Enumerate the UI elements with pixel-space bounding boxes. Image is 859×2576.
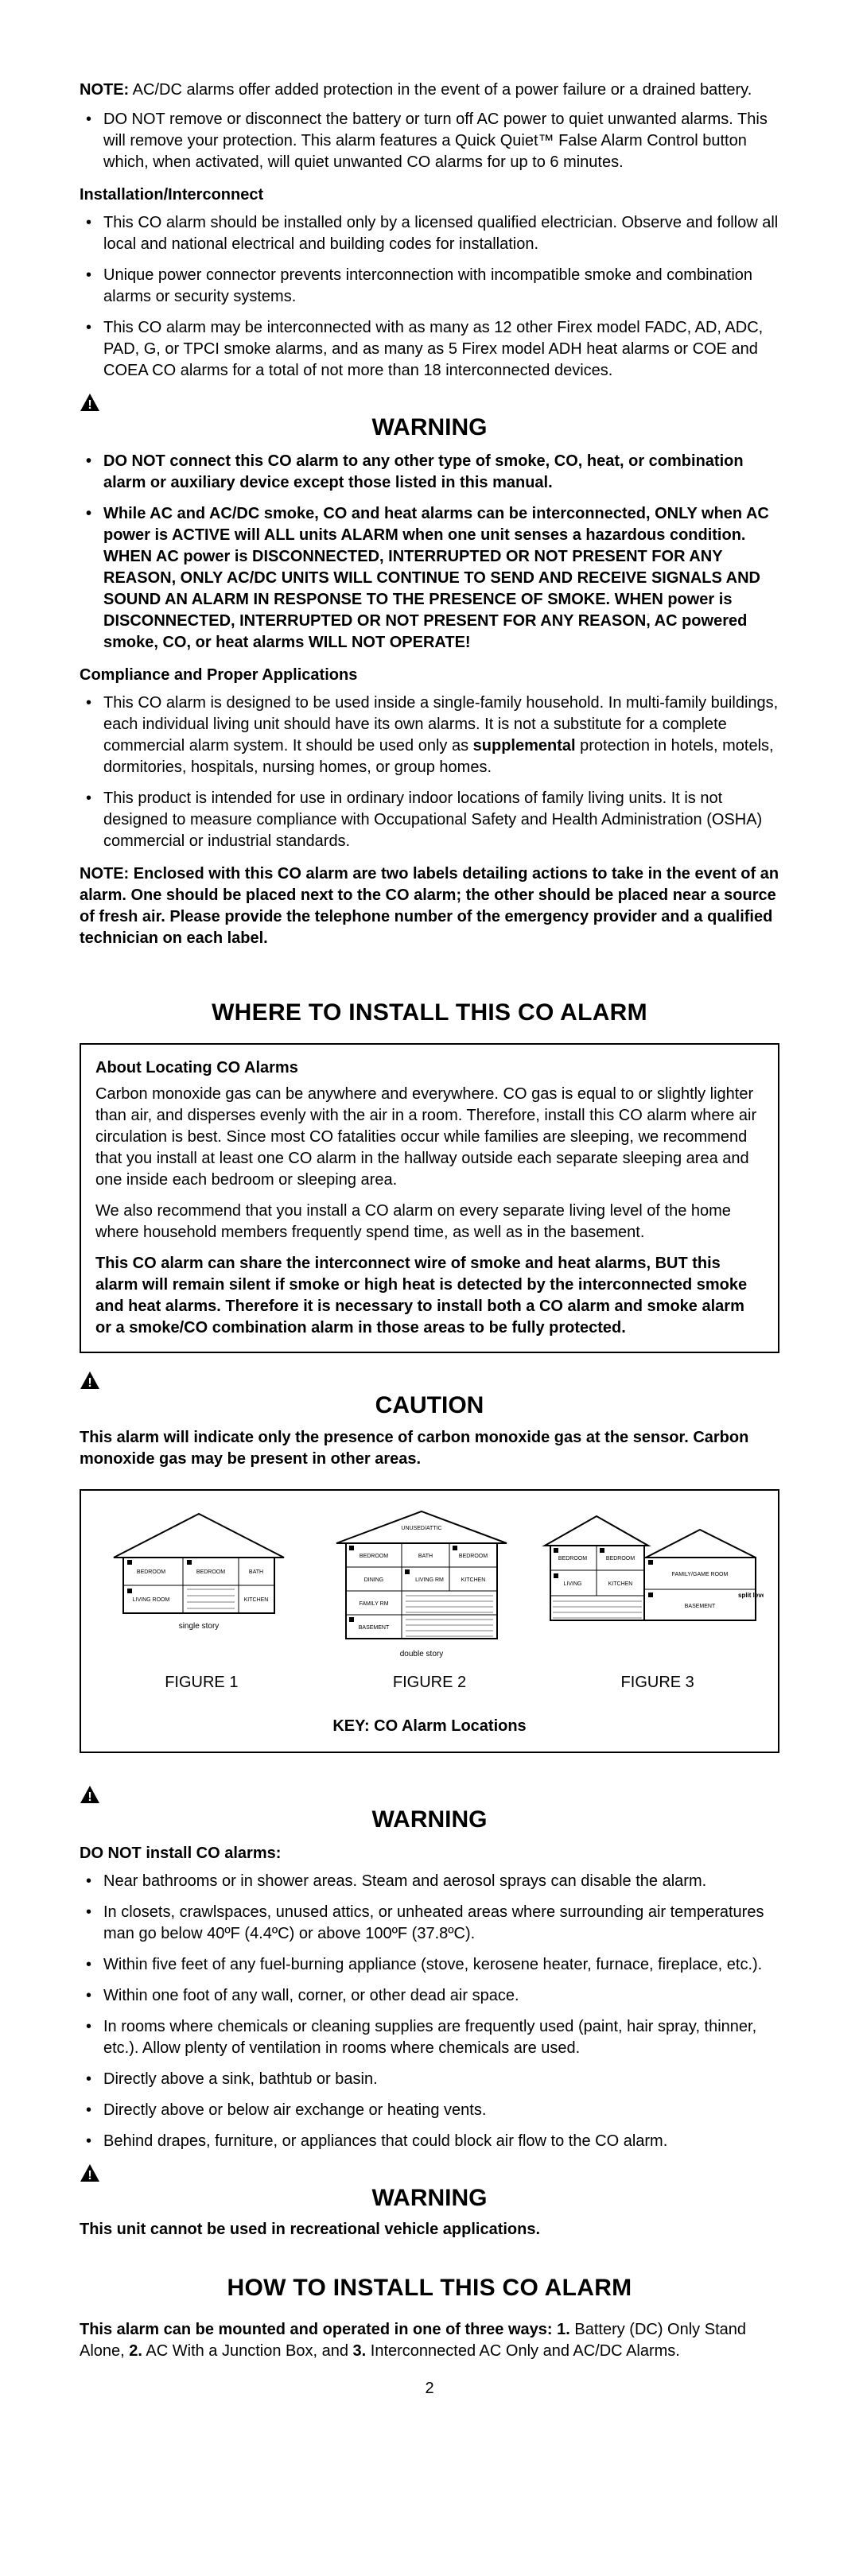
figure-2-caption: FIGURE 2 xyxy=(324,1672,536,1693)
house-diagram-icon: BEDROOM BEDROOM LIVING KITCHEN FAMILY/GA… xyxy=(541,1510,764,1629)
box-p1: Carbon monoxide gas can be anywhere and … xyxy=(95,1084,764,1191)
svg-text:BEDROOM: BEDROOM xyxy=(558,1556,587,1562)
note-acdc: NOTE: AC/DC alarms offer added protectio… xyxy=(80,80,779,101)
warning-triangle-icon: ! xyxy=(80,1785,100,1804)
figure-3-caption: FIGURE 3 xyxy=(551,1672,764,1693)
warning-triangle-icon: ! xyxy=(80,393,100,412)
list-item: Near bathrooms or in shower areas. Steam… xyxy=(103,1871,779,1892)
warning-label: WARNING xyxy=(372,1806,488,1833)
figure-box: BEDROOM BEDROOM BATH LIVING ROOM KITCHEN… xyxy=(80,1489,779,1754)
list-item: This CO alarm should be installed only b… xyxy=(103,212,779,255)
txt: AC With a Junction Box, and xyxy=(142,2342,353,2360)
svg-text:LIVING ROOM: LIVING ROOM xyxy=(133,1597,170,1603)
svg-text:LIVING: LIVING xyxy=(564,1581,582,1587)
list-item: DO NOT connect this CO alarm to any othe… xyxy=(91,451,779,494)
svg-text:!: ! xyxy=(87,1790,91,1804)
page-number: 2 xyxy=(80,2378,779,2399)
list-item: In rooms where chemicals or cleaning sup… xyxy=(103,2016,779,2059)
svg-text:!: ! xyxy=(87,1376,91,1390)
svg-text:BEDROOM: BEDROOM xyxy=(137,1569,165,1575)
donot-intro: DO NOT install CO alarms: xyxy=(80,1843,779,1864)
svg-text:KITCHEN: KITCHEN xyxy=(244,1597,269,1603)
house-diagram-icon: UNUSED/ATTIC BEDROOM BATH BEDROOM DINING… xyxy=(330,1510,513,1649)
list-item: This CO alarm may be interconnected with… xyxy=(103,317,779,382)
list-item: In closets, crawlspaces, unused attics, … xyxy=(103,1902,779,1945)
warning-label: WARNING xyxy=(372,414,488,440)
list-item: This product is intended for use in ordi… xyxy=(103,788,779,852)
svg-text:UNUSED/ATTIC: UNUSED/ATTIC xyxy=(401,1526,441,1531)
top-bullet-list: DO NOT remove or disconnect the battery … xyxy=(80,109,779,173)
svg-text:FAMILY/GAME ROOM: FAMILY/GAME ROOM xyxy=(672,1572,729,1577)
figure-2-sublabel: double story xyxy=(400,1649,443,1660)
figure-2: UNUSED/ATTIC BEDROOM BATH BEDROOM DINING… xyxy=(318,1510,525,1660)
how-intro: This alarm can be mounted and operated i… xyxy=(80,2319,779,2362)
warning-label: WARNING xyxy=(372,2185,488,2211)
list-item: Behind drapes, furniture, or appliances … xyxy=(103,2131,779,2152)
rv-warning-text: This unit cannot be used in recreational… xyxy=(80,2219,779,2240)
svg-text:LIVING RM: LIVING RM xyxy=(415,1577,444,1583)
box-subhead: About Locating CO Alarms xyxy=(95,1057,764,1079)
svg-text:BEDROOM: BEDROOM xyxy=(360,1554,388,1559)
list-item: Directly above a sink, bathtub or basin. xyxy=(103,2069,779,2090)
svg-text:!: ! xyxy=(87,2169,91,2182)
list-item: DO NOT remove or disconnect the battery … xyxy=(103,109,779,173)
caution-text: This alarm will indicate only the presen… xyxy=(80,1427,779,1470)
warning-triangle-icon: ! xyxy=(80,1371,100,1390)
warning-heading-rv: ! WARNING xyxy=(80,2163,779,2215)
svg-text:BEDROOM: BEDROOM xyxy=(459,1554,488,1559)
how-title: HOW TO INSTALL THIS CO ALARM xyxy=(80,2272,779,2305)
figure-1-caption: FIGURE 1 xyxy=(95,1672,308,1693)
svg-text:FAMILY RM: FAMILY RM xyxy=(359,1601,388,1607)
donot-bullets: Near bathrooms or in shower areas. Steam… xyxy=(80,1871,779,2152)
compliance-bullets: This CO alarm is designed to be used ins… xyxy=(80,692,779,852)
list-item: Unique power connector prevents intercon… xyxy=(103,265,779,308)
svg-text:BASEMENT: BASEMENT xyxy=(359,1625,390,1631)
text-bold: supplemental xyxy=(473,737,576,755)
svg-text:BEDROOM: BEDROOM xyxy=(606,1556,635,1562)
num: 2. xyxy=(129,2342,142,2360)
svg-text:BEDROOM: BEDROOM xyxy=(196,1569,225,1575)
box-p2: We also recommend that you install a CO … xyxy=(95,1201,764,1243)
note-lead: NOTE: xyxy=(80,81,129,99)
txt: Interconnected AC Only and AC/DC Alarms. xyxy=(366,2342,680,2360)
svg-text:BATH: BATH xyxy=(418,1554,433,1559)
how-intro-lead: This alarm can be mounted and operated i… xyxy=(80,2321,557,2338)
box-p3: This CO alarm can share the interconnect… xyxy=(95,1253,764,1339)
list-item: While AC and AC/DC smoke, CO and heat al… xyxy=(91,503,779,654)
svg-text:BASEMENT: BASEMENT xyxy=(685,1604,716,1609)
figure-1: BEDROOM BEDROOM BATH LIVING ROOM KITCHEN… xyxy=(95,1510,302,1660)
figure-key: KEY: CO Alarm Locations xyxy=(332,1716,526,1737)
list-item: This CO alarm is designed to be used ins… xyxy=(103,692,779,778)
svg-text:split level: split level xyxy=(738,1592,764,1599)
list-item: Within one foot of any wall, corner, or … xyxy=(103,1985,779,2007)
where-title: WHERE TO INSTALL THIS CO ALARM xyxy=(80,997,779,1030)
warning-heading-donot: ! WARNING xyxy=(80,1785,779,1837)
svg-text:BATH: BATH xyxy=(249,1569,263,1575)
svg-text:KITCHEN: KITCHEN xyxy=(461,1577,486,1583)
install-bullets: This CO alarm should be installed only b… xyxy=(80,212,779,382)
svg-text:KITCHEN: KITCHEN xyxy=(608,1581,633,1587)
compliance-subhead: Compliance and Proper Applications xyxy=(80,665,779,686)
note-text: AC/DC alarms offer added protection in t… xyxy=(129,81,752,99)
figure-caption-row: FIGURE 1 FIGURE 2 FIGURE 3 xyxy=(95,1672,764,1693)
figure-3: BEDROOM BEDROOM LIVING KITCHEN FAMILY/GA… xyxy=(541,1510,764,1660)
caution-label: CAUTION xyxy=(375,1392,484,1418)
svg-text:!: ! xyxy=(87,398,91,412)
house-diagram-icon: BEDROOM BEDROOM BATH LIVING ROOM KITCHEN xyxy=(107,1510,290,1621)
locating-box: About Locating CO Alarms Carbon monoxide… xyxy=(80,1043,779,1353)
svg-text:DINING: DINING xyxy=(364,1577,384,1583)
note-labels: NOTE: Enclosed with this CO alarm are tw… xyxy=(80,863,779,949)
warning-heading-1: ! WARNING xyxy=(80,393,779,444)
install-subhead: Installation/Interconnect xyxy=(80,184,779,206)
list-item: Within five feet of any fuel-burning app… xyxy=(103,1954,779,1976)
warning-triangle-icon: ! xyxy=(80,2163,100,2182)
num: 1. xyxy=(557,2321,570,2338)
list-item: Directly above or below air exchange or … xyxy=(103,2100,779,2121)
warning1-bullets: DO NOT connect this CO alarm to any othe… xyxy=(80,451,779,654)
num: 3. xyxy=(353,2342,367,2360)
figure-1-sublabel: single story xyxy=(179,1621,220,1632)
caution-heading: ! CAUTION xyxy=(80,1371,779,1422)
